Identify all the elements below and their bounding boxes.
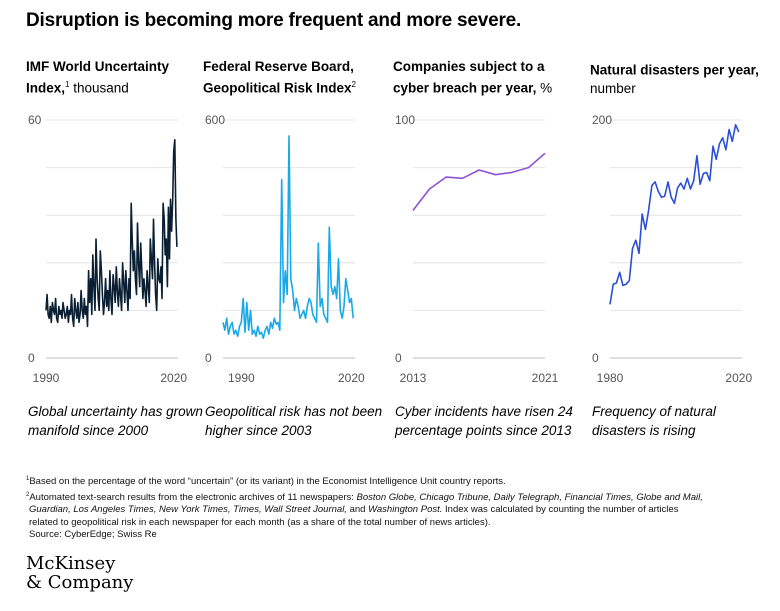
footnotes: 1Based on the percentage of the word “un… (26, 473, 766, 542)
footnote-marker: 1 (26, 476, 30, 482)
y-tick-label: 0 (28, 351, 35, 365)
x-tick-label: 1990 (228, 371, 255, 385)
series-line (222, 135, 354, 339)
footnote-text: and (346, 504, 369, 516)
series-line (412, 152, 546, 211)
footnote-text: Automated text-search results from the e… (29, 491, 357, 503)
newspaper-list: Guardian, Los Angeles Times, New York Ti… (29, 504, 347, 516)
footnote-marker: 2 (26, 491, 30, 498)
panel-title-bold: Natural disasters per year, (590, 62, 759, 78)
logo-line: & Company (26, 572, 134, 593)
chart-panel-disasters: Natural disasters per year, number 200 0 1… (590, 58, 765, 439)
y-tick-label: 100 (395, 113, 415, 127)
panel-title-bold: Federal Reserve Board, Geopolitical Risk… (203, 59, 354, 96)
panel-title-unit: number (590, 80, 636, 96)
panel-title: Natural disasters per year, number (590, 58, 765, 98)
panel-title-unit: % (536, 80, 553, 96)
cyber-chart: 100 0 2013 2021 (395, 113, 559, 385)
panel-title: Companies subject to a cyber breach per … (393, 58, 568, 98)
chart-panel-cyber: Companies subject to a cyber breach per … (393, 58, 573, 438)
panel-title: IMF World Uncertainty Index,1 thousand (26, 58, 201, 98)
y-tick-label: 0 (205, 351, 212, 365)
footnote-text: Index was calculated by counting the num… (442, 504, 679, 516)
panel-title-bold: IMF World Uncertainty Index, (26, 59, 170, 96)
footnote-marker: 1 (65, 80, 70, 89)
series-line (45, 138, 178, 328)
footnote-text: Based on the percentage of the word “unc… (29, 476, 506, 488)
footnote-1: 1Based on the percentage of the word “un… (26, 473, 766, 489)
panel-caption: Cyber incidents have risen 24 percentage… (395, 404, 573, 438)
y-tick-label: 200 (592, 113, 612, 127)
y-tick-label: 60 (28, 113, 42, 127)
chart-panel-uncertainty: IMF World Uncertainty Index,1 thousand 6… (26, 58, 203, 438)
chart-panel-geopolitical: Federal Reserve Board, Geopolitical Risk… (203, 58, 382, 438)
x-tick-label: 2021 (532, 371, 559, 385)
footnote-2: 2Automated text-search results from the … (26, 489, 766, 505)
newspaper-list: Washington Post. (368, 504, 443, 516)
source-line: Source: CyberEdge; Swiss Re (29, 529, 157, 541)
series-line (609, 123, 740, 305)
y-tick-label: 600 (205, 113, 225, 127)
newspaper-list: Boston Globe, Chicago Tribune, Daily Tel… (356, 491, 703, 503)
footnote-2-cont2: related to geopolitical risk in each new… (29, 516, 491, 528)
x-tick-label: 1990 (33, 371, 60, 385)
panel-title-unit: thousand (69, 80, 129, 96)
panel-title-bold: Companies subject to a cyber breach per … (393, 59, 545, 96)
mckinsey-logo: McKinsey & Company (26, 554, 133, 592)
panel-caption: Geopolitical risk has not been higher si… (205, 404, 383, 438)
panel-title: Federal Reserve Board, Geopolitical Risk… (203, 58, 378, 98)
y-tick-label: 0 (592, 351, 599, 365)
page-title: Disruption is becoming more frequent and… (26, 10, 522, 31)
x-tick-label: 1980 (597, 371, 624, 385)
x-tick-label: 2020 (160, 371, 187, 385)
panel-caption: Global uncertainty has grown manifold si… (28, 404, 203, 438)
x-tick-label: 2020 (338, 371, 365, 385)
disasters-chart: 200 0 1980 2020 (592, 113, 752, 385)
footnote-2-cont: Guardian, Los Angeles Times, New York Ti… (26, 504, 766, 517)
x-tick-label: 2020 (725, 371, 752, 385)
logo-line: McKinsey (26, 553, 116, 574)
y-tick-label: 0 (395, 351, 402, 365)
x-tick-label: 2013 (400, 371, 427, 385)
uncertainty-chart: 60 0 1990 2020 (28, 113, 187, 385)
panel-caption: Frequency of natural disasters is rising (592, 404, 716, 438)
geopolitical-chart: 600 0 1990 2020 (205, 113, 365, 385)
footnote-marker: 2 (351, 80, 356, 89)
